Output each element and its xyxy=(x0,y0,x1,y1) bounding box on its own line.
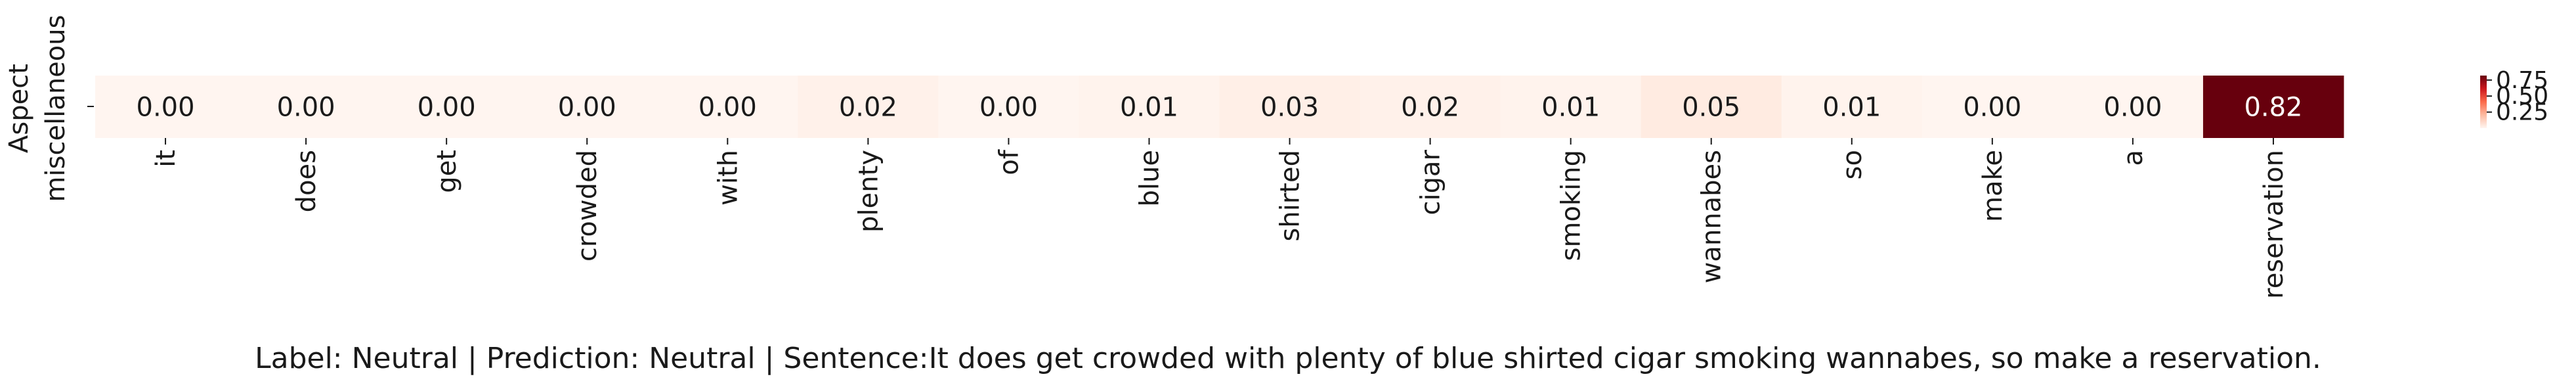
cell-value-label: 0.00 xyxy=(558,93,616,123)
x-axis-ticks: it does get crowded with plenty of blue shirted c… xyxy=(151,138,2289,299)
heatmap-cell-blue xyxy=(1079,76,1220,138)
colorbar-tick-label: 0.25 xyxy=(2496,99,2548,126)
x-tick-label-get: get xyxy=(432,150,462,193)
heatmap-cell-a xyxy=(2062,76,2204,138)
x-tick-label-wannabes: wannabes xyxy=(1697,150,1727,283)
colorbar xyxy=(2480,76,2487,128)
x-tick-label-make: make xyxy=(1978,150,2008,222)
colorbar-tick-label: 0.75 xyxy=(2496,67,2548,94)
cell-value-label: 0.05 xyxy=(1682,93,1740,123)
x-tick-label-does: does xyxy=(291,150,322,212)
cell-value-label: 0.02 xyxy=(839,93,897,123)
heatmap-cell-reservation xyxy=(2202,76,2344,138)
x-tick-label-cigar: cigar xyxy=(1416,149,1446,215)
heatmap-cell-it xyxy=(95,76,236,138)
heatmap-cell-plenty xyxy=(798,76,939,138)
x-tick-label-a: a xyxy=(2118,150,2149,166)
y-axis-title: Aspect xyxy=(4,64,34,153)
cell-value-label: 0.00 xyxy=(979,93,1038,123)
x-tick-label-smoking: smoking xyxy=(1556,150,1587,261)
row-label-miscellaneous: miscellaneous xyxy=(41,15,71,202)
heatmap-cell-crowded xyxy=(517,76,658,138)
heatmap-cell-wannabes xyxy=(1641,76,1782,138)
x-tick-label-shirted: shirted xyxy=(1276,150,1306,241)
cell-value-label: 0.82 xyxy=(2244,93,2302,123)
cell-value-label: 0.00 xyxy=(2103,93,2162,123)
cell-value-label: 0.00 xyxy=(1963,93,2021,123)
heatmap-cell-make xyxy=(1921,76,2063,138)
cell-value-label: 0.00 xyxy=(698,93,757,123)
x-tick-label-of: of xyxy=(994,149,1024,175)
cell-value-label: 0.02 xyxy=(1401,93,1459,123)
caption: Label: Neutral | Prediction: Neutral | S… xyxy=(255,342,2321,375)
heatmap-cells: 0.00 0.00 0.00 0.00 0.00 0.02 0.00 0.01 0.03 0.02… xyxy=(95,76,2344,138)
x-tick-label-blue: blue xyxy=(1134,150,1165,206)
x-tick-label-so: so xyxy=(1837,150,1868,179)
colorbar-tick-label: 0.50 xyxy=(2496,83,2548,110)
cell-value-label: 0.00 xyxy=(277,93,335,123)
cell-value-label: 0.00 xyxy=(418,93,476,123)
cell-value-label: 0.00 xyxy=(137,93,195,123)
x-tick-label-plenty: plenty xyxy=(853,150,884,233)
heatmap-chart: Aspect miscellaneous 0.00 0.00 0.00 0.00 0.0… xyxy=(4,15,2548,299)
heatmap-cell-smoking xyxy=(1500,76,1642,138)
heatmap-cell-cigar xyxy=(1360,76,1501,138)
x-tick-label-reservation: reservation xyxy=(2259,150,2289,299)
colorbar-ticks: 0.250.500.75 xyxy=(2487,67,2548,126)
heatmap-cell-with xyxy=(657,76,798,138)
heatmap-cell-does xyxy=(236,76,377,138)
x-tick-label-with: with xyxy=(713,150,743,206)
cell-value-label: 0.01 xyxy=(1822,93,1881,123)
heatmap-cell-get xyxy=(376,76,517,138)
cell-value-label: 0.01 xyxy=(1120,93,1178,123)
heatmap-cell-shirted xyxy=(1219,76,1361,138)
heatmap-cell-of xyxy=(938,76,1079,138)
heatmap-cell-so xyxy=(1781,76,1923,138)
x-tick-label-it: it xyxy=(151,150,181,168)
x-tick-label-crowded: crowded xyxy=(572,150,603,262)
cell-value-label: 0.01 xyxy=(1541,93,1600,123)
cell-value-label: 0.03 xyxy=(1260,93,1319,123)
